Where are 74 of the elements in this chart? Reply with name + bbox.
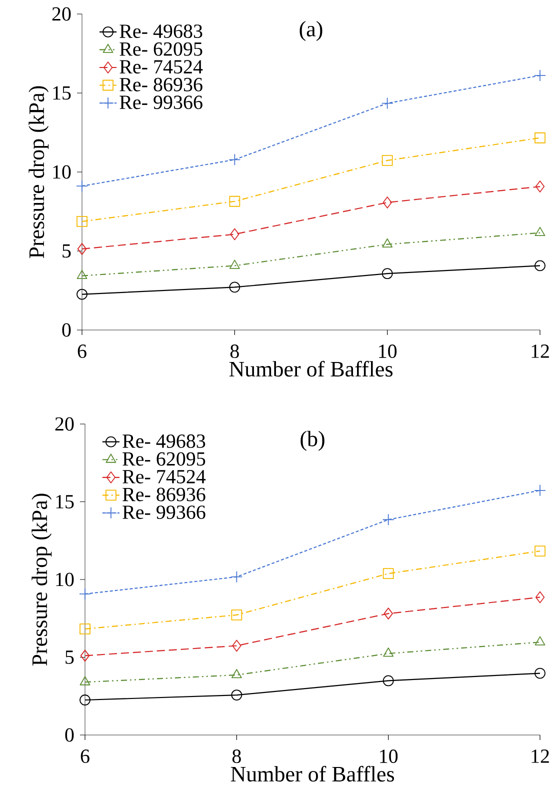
y-tick-label: 5 xyxy=(62,244,71,258)
legend-label: Re- 49683 xyxy=(120,24,202,38)
x-tick-label: 10 xyxy=(379,344,397,358)
point xyxy=(534,70,546,82)
point xyxy=(382,568,394,580)
point xyxy=(77,242,87,255)
x-tick-label: 8 xyxy=(230,344,239,358)
legend-label: Re- 62095 xyxy=(122,452,206,466)
point xyxy=(382,238,393,248)
y-axis-title: Pressure drop (kPa) xyxy=(28,86,49,258)
point xyxy=(535,591,545,604)
point xyxy=(230,228,240,240)
point xyxy=(228,154,241,166)
y-tick-label: 20 xyxy=(55,417,74,431)
point xyxy=(232,640,242,652)
point xyxy=(534,636,546,646)
point xyxy=(535,180,545,192)
point xyxy=(76,216,88,227)
point xyxy=(383,648,394,657)
point xyxy=(382,268,393,280)
point xyxy=(381,97,394,110)
x-tick-label: 12 xyxy=(532,344,549,358)
x-tick-label: 12 xyxy=(532,750,549,763)
point xyxy=(231,610,242,620)
legend-label: Re- 74524 xyxy=(120,60,203,74)
point xyxy=(229,196,240,207)
point xyxy=(382,196,392,208)
x-axis-title: Number of Baffles xyxy=(230,766,394,782)
point xyxy=(230,570,243,583)
point xyxy=(534,546,546,556)
y-axis-title: Pressure drop (kPa) xyxy=(32,494,52,666)
legend-label: Re- 86936 xyxy=(122,488,206,502)
x-tick-label: 6 xyxy=(78,344,86,358)
point xyxy=(382,155,393,166)
point xyxy=(382,514,394,526)
y-tick-label: 5 xyxy=(66,650,74,664)
point xyxy=(76,288,88,300)
point xyxy=(534,226,546,236)
x-axis-title: Number of Baffles xyxy=(229,360,392,377)
legend-label: Re- 62095 xyxy=(120,42,202,56)
legend-label: Re- 99366 xyxy=(122,506,206,519)
y-tick-label: 0 xyxy=(62,323,71,337)
point xyxy=(80,624,90,634)
y-tick-label: 10 xyxy=(56,572,74,586)
x-tick-label: 10 xyxy=(380,750,398,764)
point xyxy=(79,588,91,600)
point xyxy=(534,260,546,272)
y-tick-label: 0 xyxy=(65,728,74,742)
y-tick-label: 20 xyxy=(52,7,71,21)
point xyxy=(534,668,546,679)
legend-label: Re- 99366 xyxy=(120,96,202,110)
x-tick-label: 6 xyxy=(80,750,90,763)
point xyxy=(80,676,90,686)
point xyxy=(229,282,240,293)
point xyxy=(76,270,88,279)
legend-label: Re- 74524 xyxy=(122,470,206,484)
point xyxy=(229,260,240,269)
x-tick-label: 8 xyxy=(232,750,241,764)
y-tick-label: 15 xyxy=(56,495,74,508)
point xyxy=(231,690,242,700)
point xyxy=(76,180,88,192)
point xyxy=(382,675,394,686)
y-tick-label: 15 xyxy=(53,86,71,100)
point xyxy=(534,132,546,144)
point xyxy=(80,650,90,662)
point xyxy=(534,484,546,496)
point xyxy=(231,669,242,678)
chart-title: (a) xyxy=(300,21,322,41)
point xyxy=(384,608,393,620)
y-tick-label: 10 xyxy=(53,165,71,179)
legend-label: Re- 86936 xyxy=(120,78,202,92)
chart-title: (b) xyxy=(300,430,324,451)
legend-label: Re- 49683 xyxy=(122,434,206,448)
point xyxy=(80,694,90,706)
